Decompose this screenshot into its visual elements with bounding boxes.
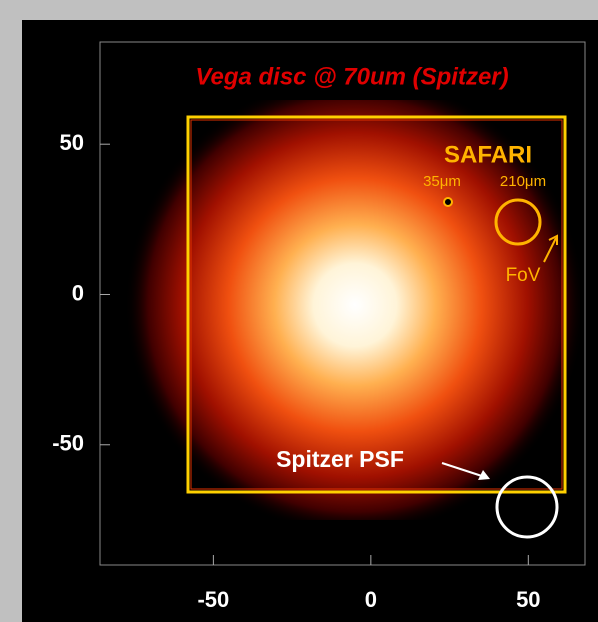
beam-210 [494,198,542,246]
fov-label: FoV [506,265,541,286]
disc-image [125,100,580,520]
y-tick-label: 0 [72,280,84,305]
x-tick-label: -50 [197,587,229,612]
arrow [543,237,557,263]
arrow-head [548,234,558,245]
psf-beam [495,475,559,539]
band-label: 210μm [500,173,546,190]
safari-fov-box-inner [190,119,563,490]
chart-title: Vega disc @ 70um (Spitzer) [195,63,508,90]
beam-35 [443,197,453,207]
safari-fov-box [186,115,567,494]
x-tick-label: 50 [516,587,540,612]
y-tick-label: 50 [60,130,84,155]
arrow-head [478,470,490,480]
band-label: 35μm [423,173,461,190]
instrument-label: SAFARI [444,141,532,168]
y-tick-label: -50 [52,431,84,456]
plot-frame [99,41,586,566]
psf-label: Spitzer PSF [276,446,404,472]
x-tick-label: 0 [365,587,377,612]
